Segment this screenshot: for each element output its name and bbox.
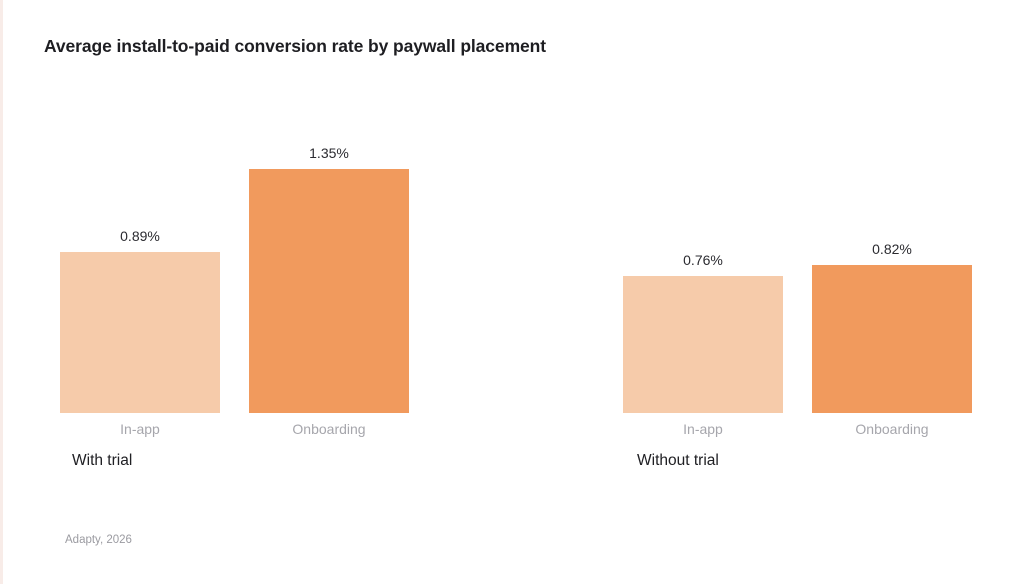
bar-group-with-trial: 0.89% In-app 1.35% Onboarding xyxy=(60,130,409,437)
bar-group-without-trial: 0.76% In-app 0.82% Onboarding xyxy=(623,130,972,437)
bar-category-label: Onboarding xyxy=(855,421,929,437)
bar-column-in-app: 0.89% In-app xyxy=(60,228,220,437)
bar-category-label: In-app xyxy=(683,421,723,437)
page-left-edge-decoration xyxy=(0,0,3,584)
bar-onboarding xyxy=(249,169,409,413)
bar-column-onboarding: 0.82% Onboarding xyxy=(812,241,972,437)
bar-in-app xyxy=(623,276,783,413)
bar-category-label: Onboarding xyxy=(292,421,366,437)
bar-value-label: 1.35% xyxy=(309,145,349,161)
bar-column-in-app: 0.76% In-app xyxy=(623,252,783,437)
source-attribution: Adapty, 2026 xyxy=(65,534,132,546)
bar-column-onboarding: 1.35% Onboarding xyxy=(249,145,409,437)
bar-value-label: 0.82% xyxy=(872,241,912,257)
bar-value-label: 0.89% xyxy=(120,228,160,244)
group-label-without-trial: Without trial xyxy=(637,452,719,469)
group-label-with-trial: With trial xyxy=(72,452,133,469)
bar-category-label: In-app xyxy=(120,421,160,437)
bar-in-app xyxy=(60,252,220,413)
bar-onboarding xyxy=(812,265,972,413)
bar-value-label: 0.76% xyxy=(683,252,723,268)
chart-title: Average install-to-paid conversion rate … xyxy=(44,36,546,56)
